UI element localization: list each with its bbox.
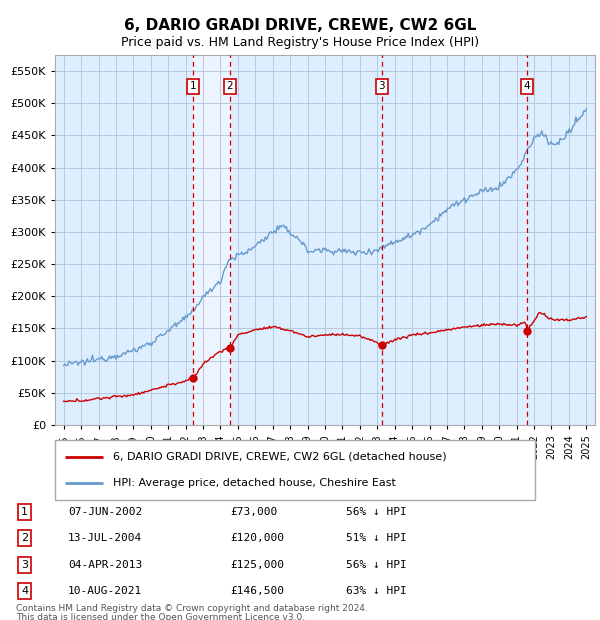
Text: £120,000: £120,000 — [230, 533, 284, 543]
Text: 63% ↓ HPI: 63% ↓ HPI — [346, 587, 407, 596]
Text: 1: 1 — [21, 507, 28, 517]
Text: This data is licensed under the Open Government Licence v3.0.: This data is licensed under the Open Gov… — [16, 613, 305, 620]
Text: 6, DARIO GRADI DRIVE, CREWE, CW2 6GL (detached house): 6, DARIO GRADI DRIVE, CREWE, CW2 6GL (de… — [113, 452, 446, 462]
Text: 3: 3 — [379, 81, 385, 92]
Text: 51% ↓ HPI: 51% ↓ HPI — [346, 533, 407, 543]
Text: £125,000: £125,000 — [230, 560, 284, 570]
Text: 2: 2 — [227, 81, 233, 92]
Text: 10-AUG-2021: 10-AUG-2021 — [68, 587, 142, 596]
Text: 13-JUL-2004: 13-JUL-2004 — [68, 533, 142, 543]
Text: 6, DARIO GRADI DRIVE, CREWE, CW2 6GL: 6, DARIO GRADI DRIVE, CREWE, CW2 6GL — [124, 18, 476, 33]
Text: 4: 4 — [21, 587, 28, 596]
Text: 56% ↓ HPI: 56% ↓ HPI — [346, 560, 407, 570]
Bar — [193, 55, 230, 425]
Text: 04-APR-2013: 04-APR-2013 — [68, 560, 142, 570]
Text: 3: 3 — [21, 560, 28, 570]
Text: 07-JUN-2002: 07-JUN-2002 — [68, 507, 142, 517]
Text: 1: 1 — [190, 81, 197, 92]
Text: £146,500: £146,500 — [230, 587, 284, 596]
Text: 56% ↓ HPI: 56% ↓ HPI — [346, 507, 407, 517]
Text: 4: 4 — [524, 81, 530, 92]
Text: £73,000: £73,000 — [230, 507, 278, 517]
Text: Contains HM Land Registry data © Crown copyright and database right 2024.: Contains HM Land Registry data © Crown c… — [16, 604, 368, 613]
Text: Price paid vs. HM Land Registry's House Price Index (HPI): Price paid vs. HM Land Registry's House … — [121, 36, 479, 49]
Text: HPI: Average price, detached house, Cheshire East: HPI: Average price, detached house, Ches… — [113, 478, 395, 488]
Text: 2: 2 — [21, 533, 28, 543]
